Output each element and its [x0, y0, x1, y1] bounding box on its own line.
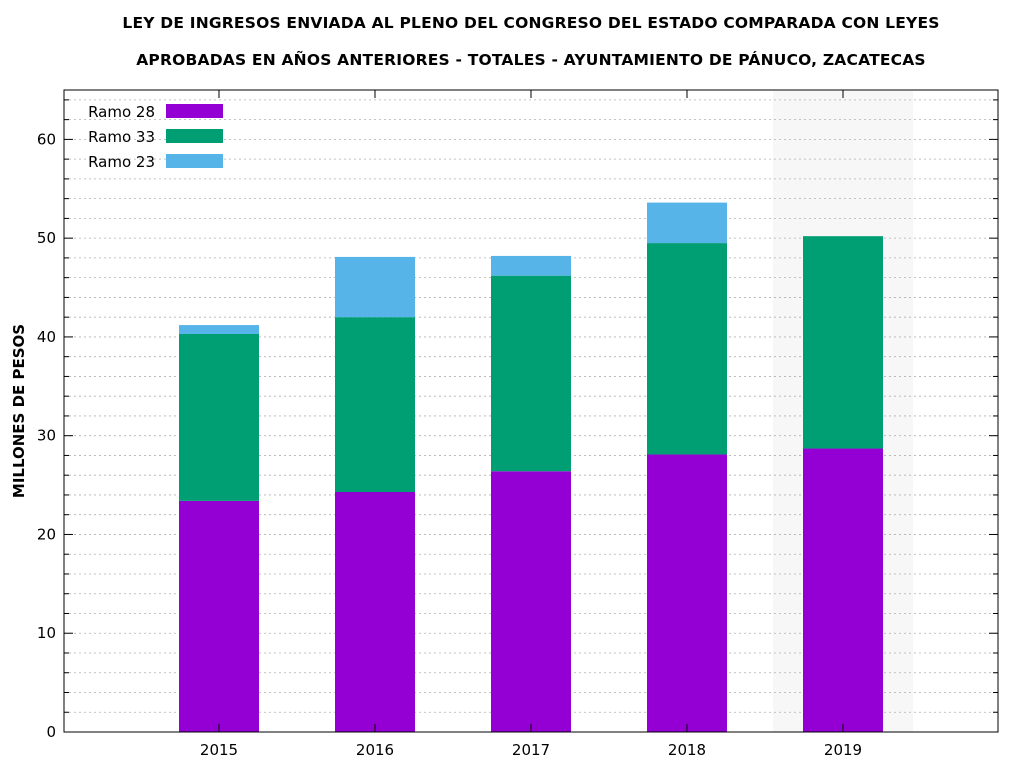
- bar-2018-ramo-33: [647, 243, 727, 455]
- chart-title-line-1: LEY DE INGRESOS ENVIADA AL PLENO DEL CON…: [122, 14, 940, 32]
- y-tick-label: 50: [37, 229, 56, 247]
- y-tick-label: 30: [37, 427, 56, 445]
- bar-2018-ramo-28: [647, 454, 727, 732]
- legend-label-ramo-28: Ramo 28: [88, 103, 155, 121]
- y-axis-label: MILLONES DE PESOS: [10, 324, 28, 498]
- bar-2019-ramo-33: [803, 236, 883, 449]
- chart-title-line-2: APROBADAS EN AÑOS ANTERIORES - TOTALES -…: [136, 51, 926, 69]
- legend-swatch-ramo-33: [166, 129, 223, 143]
- bar-2016-ramo-28: [335, 491, 415, 732]
- legend-swatch-ramo-23: [166, 154, 223, 168]
- x-tick-label-2017: 2017: [512, 741, 550, 759]
- bar-2017-ramo-33: [491, 275, 571, 472]
- y-tick-label: 40: [37, 328, 56, 346]
- y-tick-label: 10: [37, 624, 56, 642]
- legend-label-ramo-23: Ramo 23: [88, 153, 155, 171]
- legend: Ramo 28 Ramo 33 Ramo 23: [88, 103, 223, 171]
- bar-2015-ramo-23: [179, 325, 259, 334]
- bar-2018-ramo-23: [647, 202, 727, 244]
- bars: [179, 202, 883, 732]
- bar-2015-ramo-28: [179, 500, 259, 732]
- x-tick-label-2015: 2015: [200, 741, 238, 759]
- legend-label-ramo-33: Ramo 33: [88, 128, 155, 146]
- x-tick-label-2018: 2018: [668, 741, 706, 759]
- y-tick-label: 0: [46, 723, 56, 741]
- bar-2016-ramo-33: [335, 317, 415, 492]
- bar-2019-ramo-28: [803, 448, 883, 732]
- y-tick-label: 60: [37, 130, 56, 148]
- x-tick-label-2016: 2016: [356, 741, 394, 759]
- bar-2016-ramo-23: [335, 256, 415, 318]
- x-tick-label-2019: 2019: [824, 741, 862, 759]
- axes: 0 10 20 30 40 50 60 2015 2016 2017 2018 2019: [37, 89, 999, 759]
- legend-swatch-ramo-28: [166, 104, 223, 118]
- bar-2017-ramo-28: [491, 471, 571, 732]
- bar-2017-ramo-23: [491, 255, 571, 276]
- y-tick-label: 20: [37, 525, 56, 543]
- bar-2015-ramo-33: [179, 333, 259, 501]
